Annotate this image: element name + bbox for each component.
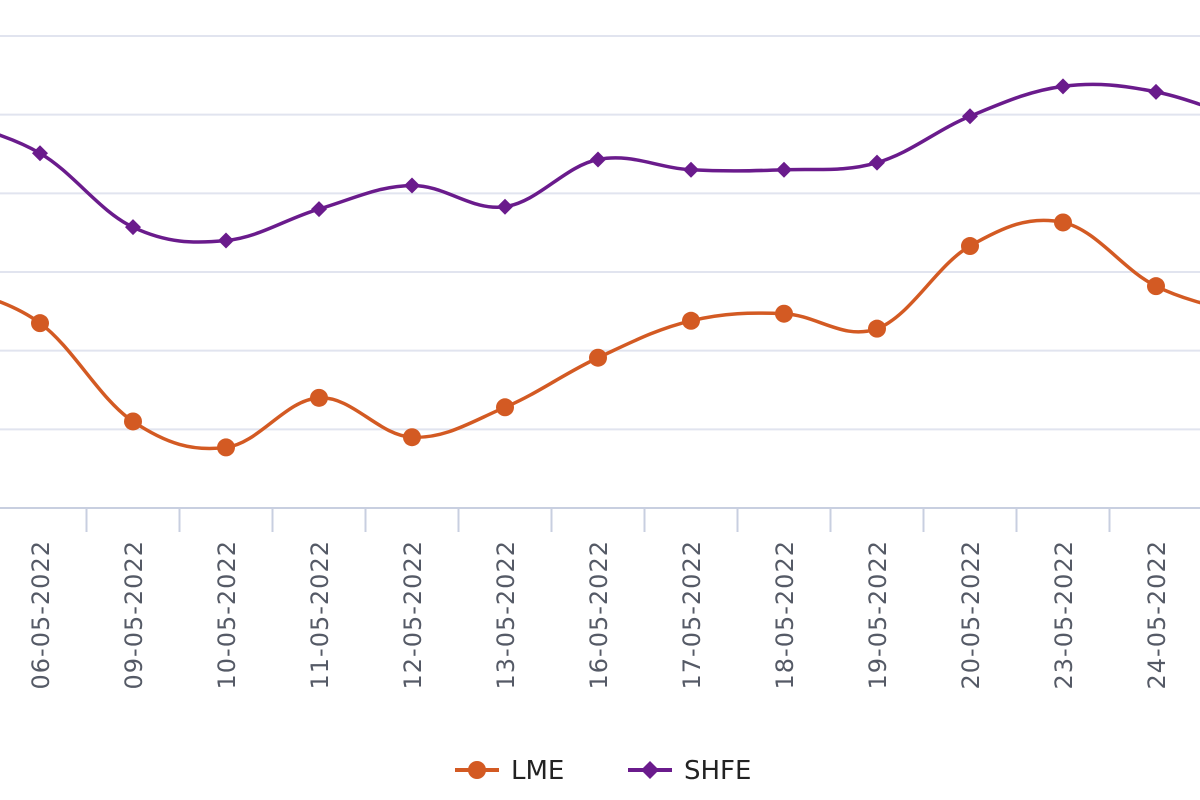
shfe-data-point[interactable] (32, 145, 48, 162)
x-tick-label: 13-05-2022 (492, 540, 520, 689)
x-tick-label: 19-05-2022 (864, 540, 892, 689)
legend-marker-lme (468, 761, 486, 779)
x-axis: 06-05-2022 09-05-2022 10-05-2022 11-05-2022… (0, 507, 1200, 689)
x-tick-label: 06-05-2022 (27, 540, 55, 689)
x-tick-label: 16-05-2022 (585, 540, 613, 689)
lme-data-point[interactable] (682, 311, 700, 330)
lme-data-point[interactable] (1054, 213, 1072, 232)
shfe-data-point[interactable] (1055, 78, 1071, 95)
shfe-data-point[interactable] (683, 161, 699, 178)
lme-data-point[interactable] (31, 314, 49, 333)
x-tick-label: 12-05-2022 (399, 540, 427, 689)
x-tick-label: 11-05-2022 (306, 540, 334, 689)
shfe-data-point[interactable] (590, 151, 606, 168)
legend-label-shfe: SHFE (684, 756, 751, 786)
series-lines (0, 82, 1200, 451)
legend-label-lme: LME (511, 756, 564, 786)
legend-item-lme[interactable]: LME (455, 756, 564, 786)
shfe-data-point[interactable] (404, 177, 420, 194)
x-tick-label: 10-05-2022 (213, 540, 241, 689)
legend[interactable]: LME SHFE (455, 756, 751, 786)
x-tick-label: 20-05-2022 (957, 540, 985, 689)
shfe-data-point[interactable] (311, 201, 327, 218)
lme-data-point[interactable] (961, 237, 979, 256)
x-tick-label: 23-05-2022 (1050, 540, 1078, 689)
lme-data-point[interactable] (775, 304, 793, 323)
shfe-data-point[interactable] (218, 232, 234, 249)
shfe-data-point[interactable] (125, 219, 141, 236)
shfe-data-point[interactable] (497, 198, 513, 215)
x-tick-label: 18-05-2022 (771, 540, 799, 689)
lme-data-point[interactable] (310, 388, 328, 407)
legend-item-shfe[interactable]: SHFE (628, 756, 751, 786)
shfe-data-point[interactable] (962, 108, 978, 125)
lme-data-point[interactable] (217, 438, 235, 457)
lme-data-point[interactable] (124, 412, 142, 431)
shfe-data-point[interactable] (776, 161, 792, 178)
shfe-series-line (0, 82, 1200, 244)
lme-data-point[interactable] (496, 398, 514, 417)
legend-marker-shfe (641, 761, 659, 779)
lme-series-line (0, 218, 1200, 451)
lme-data-point[interactable] (589, 348, 607, 367)
x-tick-label: 24-05-2022 (1143, 540, 1171, 689)
series-markers (31, 78, 1165, 457)
shfe-data-point[interactable] (869, 154, 885, 171)
lme-data-point[interactable] (868, 319, 886, 338)
x-tick-label: 09-05-2022 (120, 540, 148, 689)
gridlines (0, 35, 1200, 431)
shfe-data-point[interactable] (1148, 83, 1164, 100)
lme-data-point[interactable] (403, 428, 421, 447)
x-tick-label: 17-05-2022 (678, 540, 706, 689)
lme-data-point[interactable] (1147, 277, 1165, 296)
